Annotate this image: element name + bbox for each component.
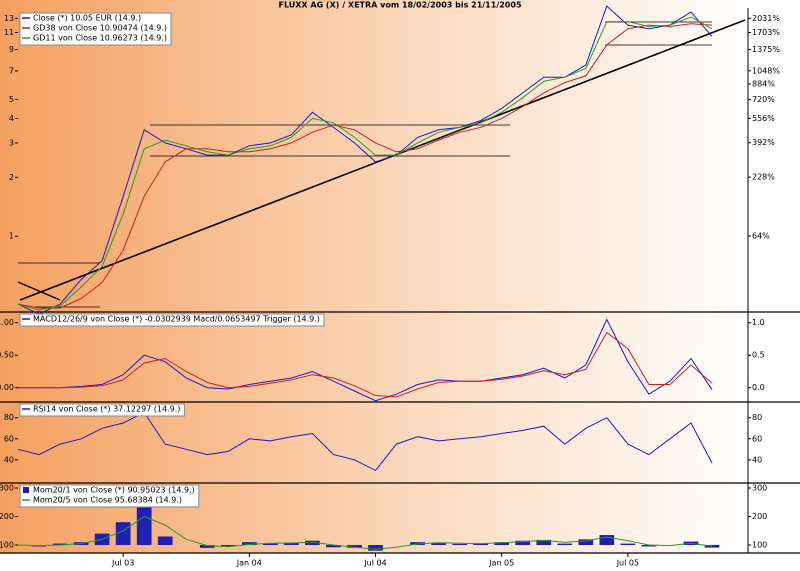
- y-tick-label: 80: [4, 413, 14, 422]
- y-tick-label: 100: [0, 541, 14, 550]
- bar: [641, 545, 657, 547]
- y-tick-label: 5: [9, 95, 14, 104]
- y2-tick-label: 100: [752, 541, 767, 550]
- bar: [620, 543, 636, 546]
- bar: [515, 540, 531, 546]
- legend: Close (*) 10.05 EUR (14.9.)GD38 von Clos…: [19, 12, 172, 46]
- legend-box: [19, 484, 200, 508]
- x-tick-label: Jan 04: [236, 559, 262, 568]
- bar: [241, 542, 257, 546]
- y2-tick-label: 2031%: [752, 14, 780, 23]
- y2-tick-label: 1.0: [752, 318, 765, 327]
- x-tick-label: Jul 04: [363, 559, 386, 568]
- series-line: [17, 23, 713, 309]
- y2-tick-label: 0.5: [752, 351, 765, 360]
- y2-tick-label: 60: [752, 434, 762, 443]
- series-line: [17, 411, 713, 472]
- y-tick-label: 11: [4, 28, 14, 37]
- y-tick-label: 0.00: [0, 383, 14, 392]
- plot-background: [0, 0, 748, 553]
- bar: [199, 545, 215, 548]
- bar: [452, 543, 467, 546]
- x-tick-label: Jul 05: [616, 559, 639, 568]
- series-line: [17, 515, 713, 550]
- legend-label: Mom20/1 von Close (*) 90.95023 (14.9.): [33, 486, 195, 495]
- legend-label: RSI14 von Close (*) 37.12297 (14.9.): [33, 405, 180, 414]
- legend-box: [19, 313, 325, 327]
- y-tick-label: 13: [4, 14, 14, 23]
- y-tick-label: 40: [4, 455, 14, 464]
- bar: [578, 539, 594, 546]
- legend-label: Close (*) 10.05 EUR (14.9.): [33, 14, 141, 23]
- y-tick-label: 300: [0, 483, 14, 492]
- legend: Mom20/1 von Close (*) 90.95023 (14.9.)Mo…: [19, 484, 200, 508]
- bar: [557, 543, 573, 546]
- legend: MACD12/26/9 von Close (*) -0.0302939 Mac…: [19, 313, 325, 327]
- bar: [599, 535, 615, 546]
- y2-tick-label: 228%: [752, 173, 775, 182]
- x-tick-label: Jul 03: [111, 559, 134, 568]
- bar: [52, 543, 68, 546]
- y2-tick-label: 884%: [752, 79, 775, 88]
- bar: [263, 543, 278, 546]
- bar: [473, 543, 489, 546]
- bar: [326, 545, 341, 548]
- x-tick-label: Jan 05: [488, 559, 514, 568]
- bar: [536, 539, 552, 546]
- legend-box: [19, 403, 185, 417]
- legend-label: GD38 von Close 10.90474 (14.9.): [33, 24, 167, 33]
- y-tick-label: 200: [0, 512, 14, 521]
- legend-label: MACD12/26/9 von Close (*) -0.0302939 Mac…: [33, 315, 320, 324]
- y2-tick-label: 64%: [752, 232, 770, 241]
- bar: [305, 540, 320, 546]
- y-tick-label: 1: [9, 232, 14, 241]
- y-tick-label: 0.50: [0, 351, 14, 360]
- bar: [368, 545, 383, 551]
- y2-tick-label: 80: [752, 413, 762, 422]
- y2-tick-label: 0.0: [752, 383, 765, 392]
- y-tick-label: 7: [9, 66, 14, 75]
- y2-tick-label: 720%: [752, 95, 775, 104]
- y-tick-label: 1.00: [0, 318, 14, 327]
- legend-swatch: [23, 487, 29, 493]
- y-tick-label: 3: [9, 138, 14, 147]
- y-tick-label: 9: [9, 45, 14, 54]
- y2-tick-label: 1703%: [752, 28, 780, 37]
- legend: RSI14 von Close (*) 37.12297 (14.9.): [19, 403, 185, 417]
- series-line: [17, 16, 713, 311]
- y2-tick-label: 1048%: [752, 66, 780, 75]
- bar: [220, 545, 236, 547]
- legend-label: Mom20/5 von Close 95.68384 (14.9.): [33, 496, 182, 505]
- legend-label: GD11 von Close 10.96273 (14.9.): [33, 34, 167, 43]
- bar: [494, 542, 510, 546]
- bar: [704, 545, 720, 548]
- series-line: [18, 318, 713, 402]
- y-tick-label: 2: [9, 173, 14, 182]
- bar: [431, 542, 446, 546]
- bar: [157, 536, 173, 546]
- y2-tick-label: 556%: [752, 114, 775, 123]
- bar: [115, 522, 131, 546]
- series-line: [18, 331, 713, 398]
- y-tick-label: 60: [4, 434, 14, 443]
- y2-tick-label: 200: [752, 512, 767, 521]
- bar: [136, 502, 152, 546]
- y2-tick-label: 1375%: [752, 45, 780, 54]
- y2-tick-label: 300: [752, 483, 767, 492]
- chart-title: FLUXX AG (X) / XETRA vom 18/02/2003 bis …: [278, 1, 521, 10]
- bar: [347, 545, 362, 548]
- y2-tick-label: 392%: [752, 138, 775, 147]
- y2-tick-label: 40: [752, 455, 762, 464]
- legend-box: [19, 12, 172, 46]
- series-line: [17, 5, 713, 315]
- bar: [284, 542, 299, 546]
- y-tick-label: 4: [9, 114, 14, 123]
